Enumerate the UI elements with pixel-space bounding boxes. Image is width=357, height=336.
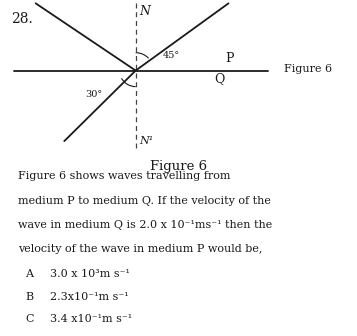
Text: wave in medium Q is 2.0 x 10⁻¹ms⁻¹ then the: wave in medium Q is 2.0 x 10⁻¹ms⁻¹ then … <box>18 220 272 230</box>
Text: 2.3x10⁻¹m s⁻¹: 2.3x10⁻¹m s⁻¹ <box>50 292 129 302</box>
Text: 45°: 45° <box>162 51 180 60</box>
Text: Figure 6: Figure 6 <box>150 160 207 173</box>
Text: A: A <box>25 269 33 279</box>
Text: 3.4 x10⁻¹m s⁻¹: 3.4 x10⁻¹m s⁻¹ <box>50 314 132 325</box>
Text: velocity of the wave in medium P would be,: velocity of the wave in medium P would b… <box>18 244 262 254</box>
Text: Q: Q <box>214 73 225 85</box>
Text: P: P <box>225 52 233 65</box>
Text: Figure 6: Figure 6 <box>284 64 332 74</box>
Text: N: N <box>139 5 150 18</box>
Text: 28.: 28. <box>11 12 32 26</box>
Text: C: C <box>25 314 34 325</box>
Text: 3.0 x 10³m s⁻¹: 3.0 x 10³m s⁻¹ <box>50 269 130 279</box>
Text: B: B <box>25 292 33 302</box>
Text: N¹: N¹ <box>139 136 154 146</box>
Text: Figure 6 shows waves travelling from: Figure 6 shows waves travelling from <box>18 171 230 181</box>
Text: medium P to medium Q. If the velocity of the: medium P to medium Q. If the velocity of… <box>18 196 271 206</box>
Text: 30°: 30° <box>86 90 103 98</box>
